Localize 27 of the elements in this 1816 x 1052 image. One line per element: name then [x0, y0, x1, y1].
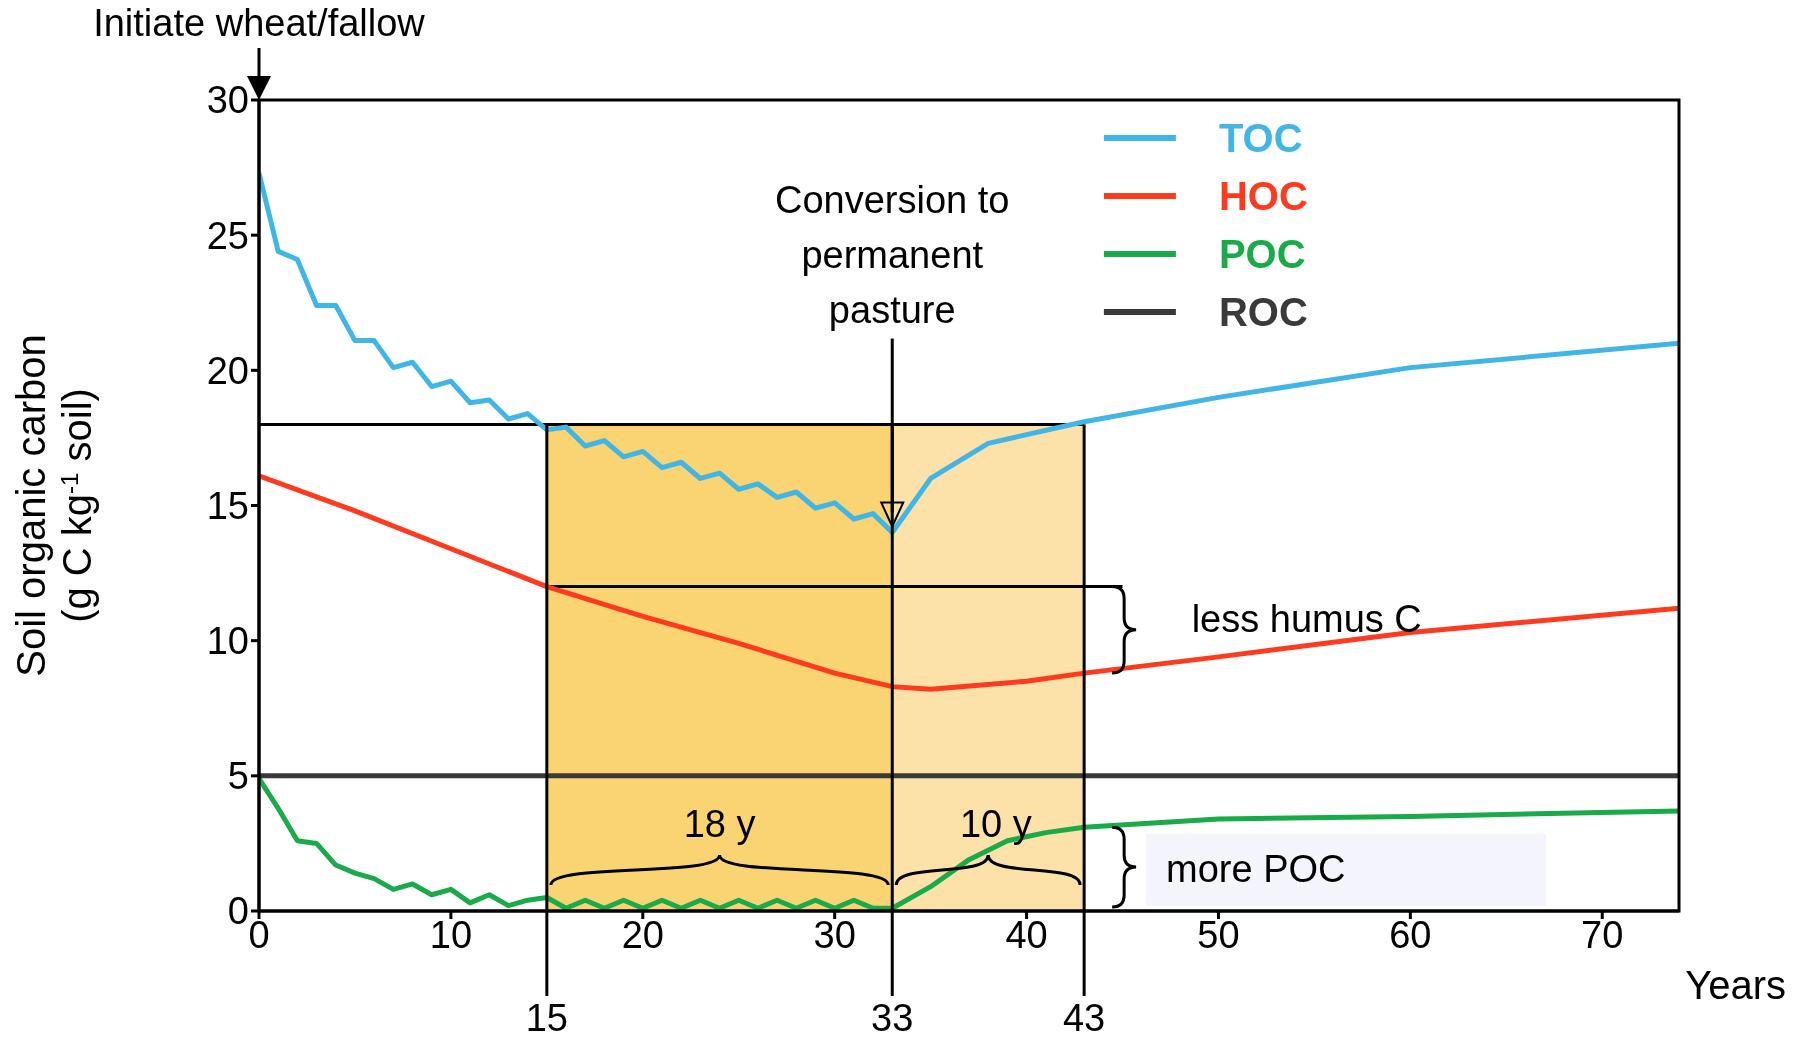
x-tick-label: 30	[813, 913, 856, 956]
y-tick-label: 25	[206, 214, 249, 257]
y-tick-label: 5	[227, 755, 249, 798]
legend-label: HOC	[1218, 174, 1308, 218]
legend-label: ROC	[1218, 290, 1308, 334]
y-tick-label: 20	[206, 349, 249, 392]
y-tick-label: 30	[206, 79, 249, 122]
annotation: 10 y	[959, 803, 1032, 846]
x-axis-title: Years	[1685, 963, 1786, 1007]
annotation: less humus C	[1191, 597, 1422, 640]
x-tick-label: 60	[1389, 913, 1432, 956]
ref-line-label: 15	[525, 997, 568, 1039]
x-tick-label: 50	[1197, 913, 1240, 956]
x-tick-label: 20	[621, 913, 664, 956]
legend-label: TOC	[1218, 116, 1303, 160]
y-tick-label: 15	[206, 484, 249, 527]
x-tick-label: 40	[1005, 913, 1048, 956]
x-tick-label: 70	[1581, 913, 1624, 956]
x-tick-label: 10	[429, 913, 473, 956]
legend-label: POC	[1218, 232, 1306, 276]
annotation: 18 y	[683, 803, 756, 846]
y-tick-label: 10	[206, 620, 249, 663]
ref-line-label: 33	[871, 997, 914, 1039]
ref-line-label: 43	[1062, 997, 1106, 1039]
text: Initiate wheat/fallow	[93, 2, 426, 44]
annotation: more POC	[1166, 847, 1346, 890]
annotation: Conversion to permanent pasture	[775, 178, 1010, 331]
